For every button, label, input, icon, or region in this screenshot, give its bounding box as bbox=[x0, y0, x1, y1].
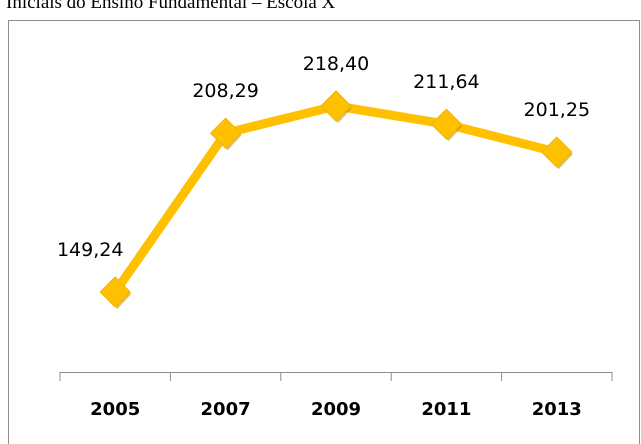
data-label: 201,25 bbox=[524, 99, 590, 121]
marker bbox=[209, 117, 242, 149]
marker bbox=[99, 276, 131, 308]
data-label: 211,64 bbox=[413, 71, 479, 93]
x-tick-label: 2011 bbox=[421, 399, 471, 420]
marker bbox=[541, 136, 573, 168]
marker bbox=[320, 90, 352, 122]
x-tick-label: 2007 bbox=[201, 399, 251, 420]
chart-frame bbox=[8, 20, 640, 444]
line bbox=[111, 101, 558, 295]
marker bbox=[430, 108, 463, 140]
x-tick-label: 2005 bbox=[90, 399, 140, 420]
data-label: 149,24 bbox=[57, 239, 123, 261]
data-label: 218,40 bbox=[303, 53, 369, 75]
x-tick-label: 2013 bbox=[532, 399, 582, 420]
x-tick-label: 2009 bbox=[311, 399, 361, 420]
data-label: 208,29 bbox=[192, 80, 258, 102]
chart-title: Iniciais do Ensino Fundamental – Escola … bbox=[6, 0, 336, 13]
